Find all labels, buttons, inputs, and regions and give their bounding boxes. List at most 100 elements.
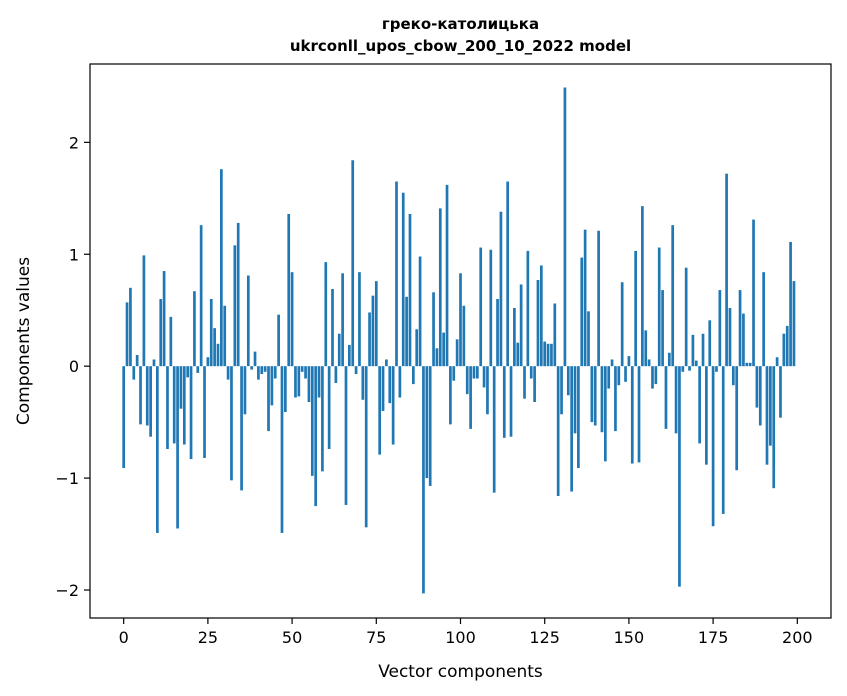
bar [435, 348, 439, 367]
bar [580, 257, 584, 367]
bar [705, 366, 708, 465]
y-tick-label: 1 [69, 245, 79, 264]
x-tick-label: 25 [198, 628, 218, 647]
bar [129, 287, 132, 367]
x-axis-label: Vector components [378, 662, 543, 682]
y-axis-ticks: −2 −1 0 1 2 [55, 133, 90, 600]
bar [593, 366, 597, 426]
y-tick-label: −1 [55, 469, 79, 488]
bar [257, 366, 260, 380]
bar [715, 366, 718, 372]
bar [667, 352, 671, 367]
bar [317, 366, 321, 398]
bar [523, 366, 526, 399]
x-tick-label: 200 [782, 628, 813, 647]
bar [752, 219, 755, 367]
bar [371, 295, 375, 367]
bar [395, 181, 398, 367]
bar [334, 366, 338, 383]
bar [526, 250, 530, 367]
bar [725, 173, 728, 367]
bar [671, 225, 675, 367]
y-tick-label: −2 [55, 581, 79, 600]
bar [226, 366, 230, 380]
bar [182, 366, 186, 445]
bar [550, 343, 553, 367]
bar [597, 230, 600, 367]
bar [139, 366, 142, 425]
bar [166, 366, 169, 450]
bar [428, 366, 432, 486]
bar [779, 366, 782, 418]
bar [401, 192, 405, 367]
bar [772, 366, 776, 489]
bar [627, 356, 631, 367]
bar [708, 320, 712, 367]
bar [280, 366, 284, 533]
bar [529, 366, 533, 379]
bar [213, 328, 216, 367]
bar [337, 333, 341, 367]
bar [748, 362, 752, 367]
bar [220, 169, 223, 367]
bar [698, 366, 701, 444]
bar [546, 343, 550, 367]
bar [792, 281, 796, 367]
bar [122, 366, 126, 469]
bar [755, 366, 759, 408]
bar [603, 366, 607, 462]
bar [637, 366, 641, 463]
bar [321, 366, 324, 472]
bar [287, 213, 291, 367]
bar [354, 366, 358, 375]
bar [310, 366, 314, 476]
bar [263, 366, 267, 372]
bar [769, 366, 772, 446]
bar [479, 247, 483, 367]
y-axis-label: Components values [14, 257, 34, 425]
bar [711, 366, 715, 527]
bar [351, 160, 355, 367]
bar [731, 366, 735, 386]
bar [243, 366, 247, 415]
bar [496, 299, 499, 367]
bar [573, 366, 577, 434]
bar [472, 366, 476, 379]
bar [634, 250, 637, 367]
bar [442, 332, 446, 367]
bar [361, 366, 365, 400]
bar [156, 366, 159, 533]
bar [388, 366, 392, 404]
bar [314, 366, 318, 507]
bar [577, 366, 580, 469]
bar [135, 354, 139, 367]
bar [560, 366, 563, 415]
bar [684, 267, 688, 367]
bar [533, 366, 536, 402]
bar [587, 311, 590, 367]
bar [452, 366, 456, 381]
bar [209, 299, 213, 367]
bar [701, 333, 705, 367]
bar [651, 366, 654, 389]
bar [374, 281, 378, 367]
bar [432, 292, 435, 367]
bar [590, 366, 594, 423]
bar [610, 359, 614, 367]
bars-group [122, 87, 796, 594]
bar [196, 366, 200, 373]
bar [216, 343, 220, 367]
bar [782, 333, 786, 367]
x-tick-label: 125 [529, 628, 560, 647]
bar [341, 273, 344, 367]
bar [391, 366, 395, 445]
bar [758, 366, 762, 426]
bar [260, 366, 264, 375]
bar [499, 211, 503, 367]
bar [368, 312, 371, 367]
bar [583, 229, 587, 367]
x-tick-label: 0 [119, 628, 129, 647]
y-tick-label: 2 [69, 133, 79, 152]
bar [230, 366, 233, 481]
